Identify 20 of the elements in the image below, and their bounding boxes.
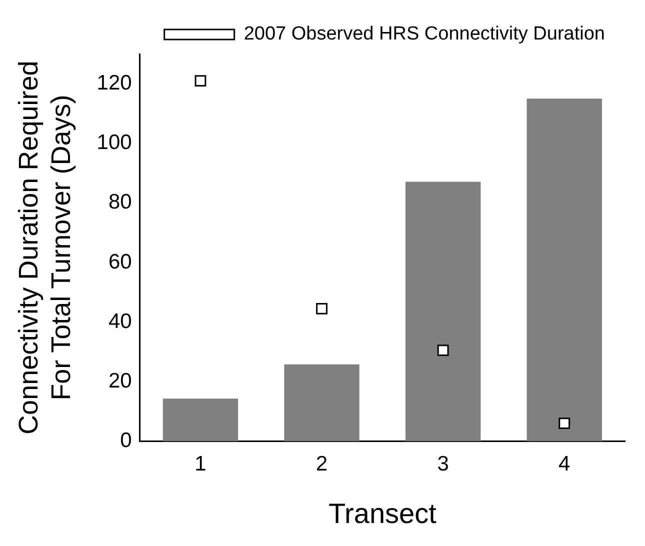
bar (405, 182, 481, 442)
x-tick-label: 2 (316, 452, 328, 476)
y-tick-label: 60 (108, 250, 132, 274)
bar (162, 398, 238, 442)
y-tick-label: 100 (96, 131, 132, 154)
y-tick-label: 0 (120, 428, 132, 452)
x-axis-title: Transect (328, 498, 437, 529)
x-tick-label: 4 (558, 452, 571, 476)
y-axis-title: Connectivity Duration Required For Total Turnover (Days) (14, 60, 76, 434)
y-tick-label: 120 (96, 72, 132, 95)
y-tick-label: 40 (108, 310, 132, 333)
point (437, 344, 449, 356)
y-tick-label: 80 (108, 190, 132, 214)
bar (526, 98, 602, 442)
legend-label: 2007 Observed HRS Connectivity Duration (244, 24, 606, 45)
x-tick-label: 1 (194, 452, 206, 476)
point (558, 418, 570, 430)
y-tick-label: 20 (108, 369, 132, 392)
x-tick-label: 3 (437, 452, 449, 476)
bar (284, 364, 360, 442)
